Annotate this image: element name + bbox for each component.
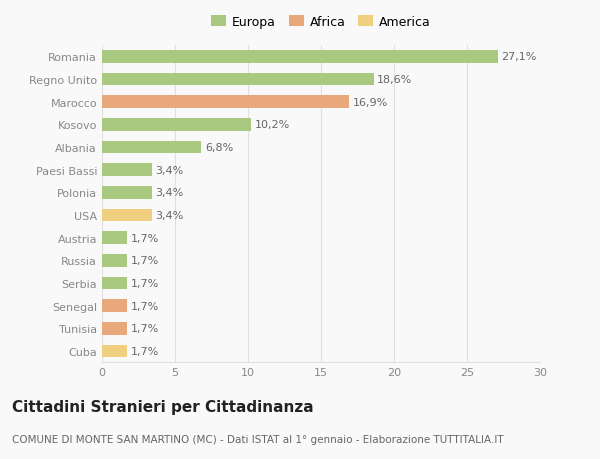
Bar [102, 277, 127, 290]
Text: 3,4%: 3,4% [155, 165, 184, 175]
Text: COMUNE DI MONTE SAN MARTINO (MC) - Dati ISTAT al 1° gennaio - Elaborazione TUTTI: COMUNE DI MONTE SAN MARTINO (MC) - Dati … [12, 434, 503, 444]
Text: 1,7%: 1,7% [130, 346, 159, 356]
Text: 10,2%: 10,2% [254, 120, 290, 130]
Text: 18,6%: 18,6% [377, 75, 412, 85]
Bar [102, 187, 152, 199]
Text: 1,7%: 1,7% [130, 256, 159, 266]
Bar [102, 209, 152, 222]
Bar [102, 164, 152, 177]
Text: Cittadini Stranieri per Cittadinanza: Cittadini Stranieri per Cittadinanza [12, 399, 314, 414]
Bar [102, 300, 127, 312]
Bar [102, 51, 497, 63]
Text: 3,4%: 3,4% [155, 188, 184, 198]
Text: 27,1%: 27,1% [502, 52, 536, 62]
Bar [102, 119, 251, 131]
Bar [102, 141, 201, 154]
Text: 6,8%: 6,8% [205, 143, 233, 153]
Bar [102, 73, 374, 86]
Text: 1,7%: 1,7% [130, 301, 159, 311]
Bar [102, 345, 127, 358]
Bar [102, 323, 127, 335]
Bar [102, 255, 127, 267]
Text: 1,7%: 1,7% [130, 233, 159, 243]
Text: 1,7%: 1,7% [130, 324, 159, 334]
Bar [102, 96, 349, 109]
Legend: Europa, Africa, America: Europa, Africa, America [206, 11, 436, 34]
Text: 16,9%: 16,9% [352, 97, 388, 107]
Text: 3,4%: 3,4% [155, 211, 184, 221]
Bar [102, 232, 127, 244]
Text: 1,7%: 1,7% [130, 279, 159, 288]
